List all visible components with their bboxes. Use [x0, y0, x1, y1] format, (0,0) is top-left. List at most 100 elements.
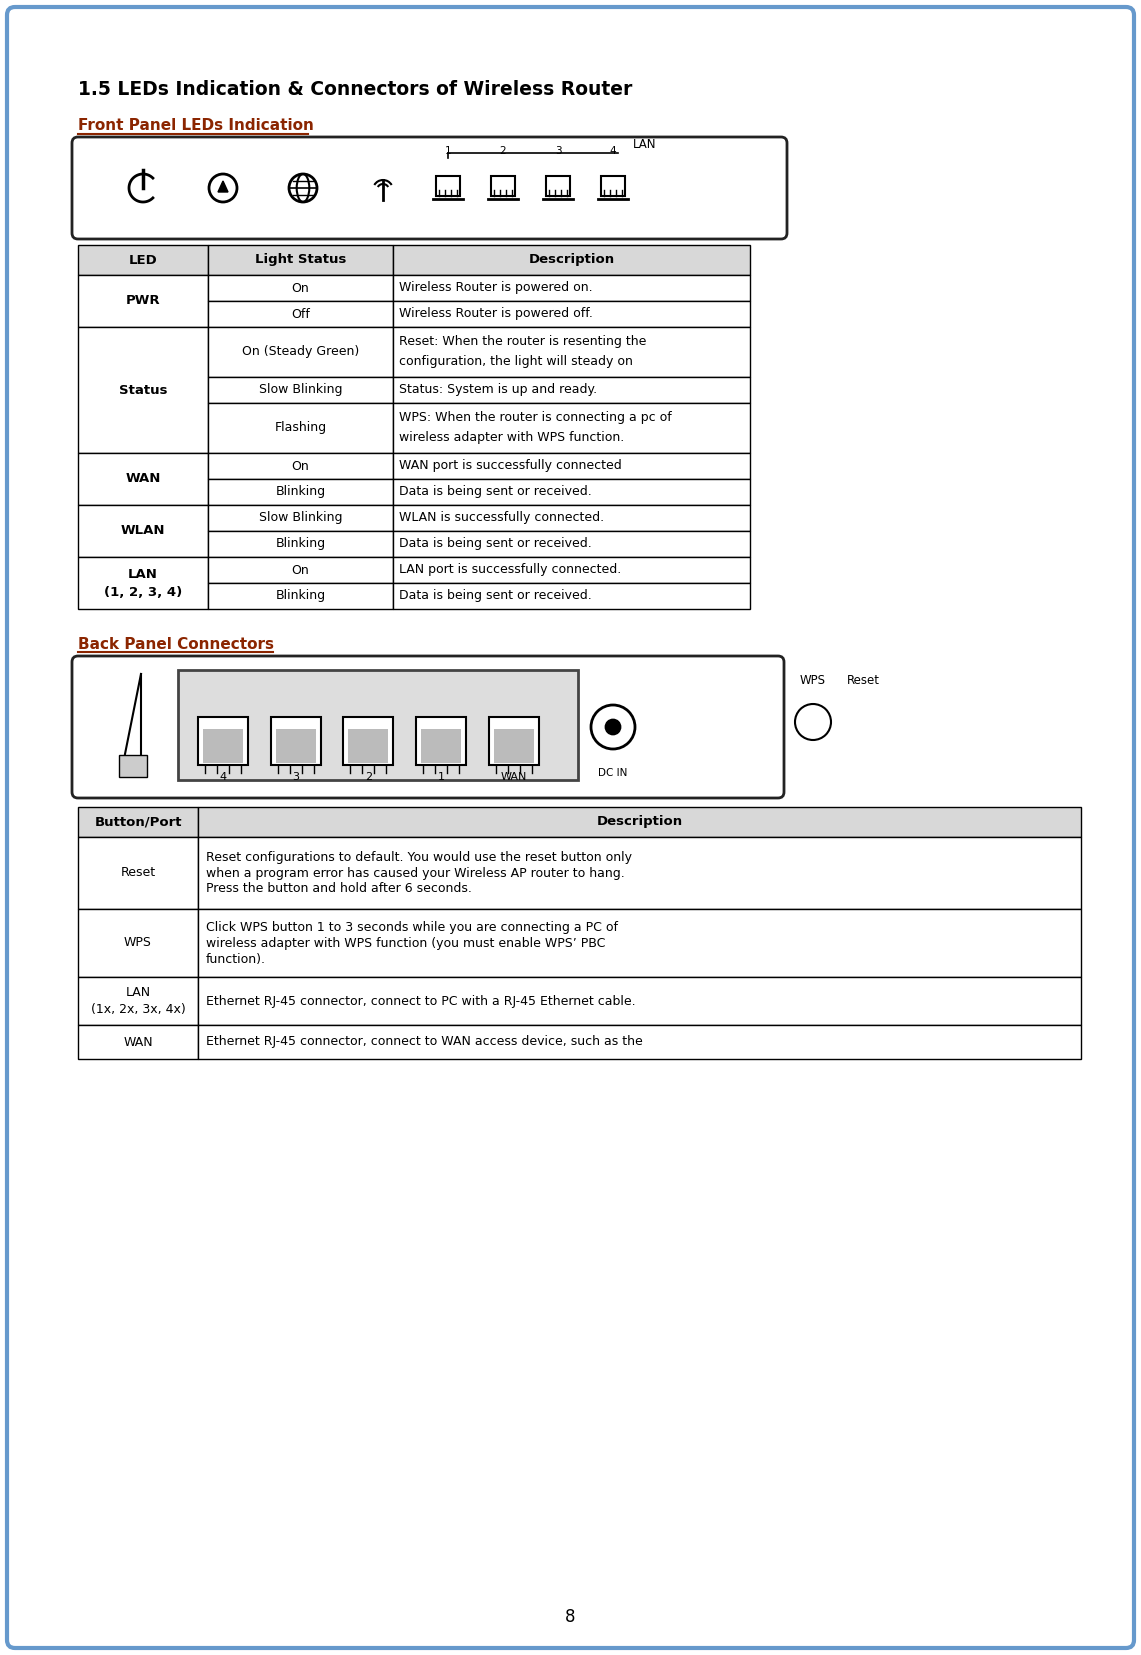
Bar — [208, 328, 393, 377]
Text: 4: 4 — [609, 146, 616, 156]
Bar — [199, 909, 1081, 976]
FancyBboxPatch shape — [72, 137, 787, 238]
Bar — [343, 717, 394, 765]
Bar — [78, 275, 208, 328]
FancyBboxPatch shape — [72, 655, 784, 798]
Text: Blinking: Blinking — [275, 485, 325, 498]
Bar — [208, 377, 393, 404]
Text: Description: Description — [528, 253, 615, 266]
Bar — [416, 717, 467, 765]
Bar — [208, 453, 393, 478]
Text: Ethernet RJ-45 connector, connect to WAN access device, such as the: Ethernet RJ-45 connector, connect to WAN… — [207, 1036, 642, 1049]
Bar — [208, 275, 393, 301]
Text: On (Steady Green): On (Steady Green) — [242, 346, 359, 359]
Text: WPS: When the router is connecting a pc of: WPS: When the router is connecting a pc … — [399, 412, 672, 424]
Bar — [78, 808, 199, 837]
Bar — [199, 837, 1081, 909]
Text: wireless adapter with WPS function.: wireless adapter with WPS function. — [399, 432, 624, 445]
Text: WPS: WPS — [124, 937, 152, 950]
Bar — [270, 717, 321, 765]
Text: Data is being sent or received.: Data is being sent or received. — [399, 538, 592, 551]
Bar — [203, 728, 243, 763]
Bar — [178, 670, 578, 780]
Bar — [393, 478, 750, 505]
Text: Status: Status — [119, 384, 168, 397]
Text: 1: 1 — [445, 146, 452, 156]
Bar — [199, 976, 1081, 1024]
Bar — [393, 505, 750, 531]
Bar — [421, 728, 461, 763]
Text: 1: 1 — [438, 771, 445, 783]
Bar — [208, 558, 393, 583]
Bar — [393, 275, 750, 301]
Bar — [119, 755, 147, 776]
Bar — [436, 175, 460, 195]
Bar — [78, 245, 208, 275]
Text: Status: System is up and ready.: Status: System is up and ready. — [399, 384, 597, 397]
Bar — [494, 728, 534, 763]
FancyBboxPatch shape — [7, 7, 1134, 1648]
Text: Front Panel LEDs Indication: Front Panel LEDs Indication — [78, 118, 314, 132]
Text: 2: 2 — [365, 771, 372, 783]
Text: Wireless Router is powered off.: Wireless Router is powered off. — [399, 308, 593, 321]
Bar — [78, 837, 199, 909]
Bar — [78, 453, 208, 505]
Text: Reset configurations to default. You would use the reset button only: Reset configurations to default. You wou… — [207, 851, 632, 864]
Text: Blinking: Blinking — [275, 538, 325, 551]
Text: LAN: LAN — [128, 568, 157, 581]
Text: function).: function). — [207, 953, 266, 965]
Text: Data is being sent or received.: Data is being sent or received. — [399, 589, 592, 602]
Bar — [78, 1024, 199, 1059]
Text: LAN: LAN — [633, 137, 656, 151]
Text: 2: 2 — [500, 146, 507, 156]
Text: WAN: WAN — [123, 1036, 153, 1049]
Text: Back Panel Connectors: Back Panel Connectors — [78, 637, 274, 652]
Text: 3: 3 — [555, 146, 561, 156]
Text: 1.5 LEDs Indication & Connectors of Wireless Router: 1.5 LEDs Indication & Connectors of Wire… — [78, 79, 632, 99]
Text: DC IN: DC IN — [598, 768, 628, 778]
Bar — [393, 558, 750, 583]
Text: Wireless Router is powered on.: Wireless Router is powered on. — [399, 281, 592, 295]
Text: WAN: WAN — [501, 771, 527, 783]
Bar — [78, 976, 199, 1024]
Text: Data is being sent or received.: Data is being sent or received. — [399, 485, 592, 498]
Text: WLAN is successfully connected.: WLAN is successfully connected. — [399, 511, 604, 525]
Text: Blinking: Blinking — [275, 589, 325, 602]
Text: WPS: WPS — [800, 674, 826, 687]
Bar — [393, 531, 750, 558]
Text: PWR: PWR — [126, 295, 161, 308]
Bar — [208, 478, 393, 505]
Bar — [78, 558, 208, 609]
Bar — [348, 728, 388, 763]
Text: when a program error has caused your Wireless AP router to hang.: when a program error has caused your Wir… — [207, 867, 625, 879]
Bar — [393, 328, 750, 377]
Text: Flashing: Flashing — [275, 422, 326, 435]
Bar — [393, 453, 750, 478]
Polygon shape — [218, 180, 228, 192]
Text: On: On — [292, 460, 309, 472]
Bar — [276, 728, 316, 763]
Text: Slow Blinking: Slow Blinking — [259, 384, 342, 397]
Bar — [488, 717, 539, 765]
Bar — [208, 301, 393, 328]
Text: LED: LED — [129, 253, 157, 266]
Text: Press the button and hold after 6 seconds.: Press the button and hold after 6 second… — [207, 882, 472, 895]
Bar — [547, 175, 570, 195]
Text: LAN port is successfully connected.: LAN port is successfully connected. — [399, 563, 621, 576]
Circle shape — [795, 703, 831, 740]
Bar — [199, 1024, 1081, 1059]
Circle shape — [591, 705, 636, 750]
Bar — [393, 245, 750, 275]
Bar — [393, 301, 750, 328]
Text: (1x, 2x, 3x, 4x): (1x, 2x, 3x, 4x) — [90, 1003, 185, 1016]
Bar — [601, 175, 625, 195]
Text: Slow Blinking: Slow Blinking — [259, 511, 342, 525]
Bar — [208, 404, 393, 453]
Bar — [393, 404, 750, 453]
Text: Reset: Reset — [847, 674, 880, 687]
Text: Light Status: Light Status — [254, 253, 346, 266]
Text: Description: Description — [597, 816, 682, 829]
Text: 4: 4 — [219, 771, 227, 783]
Text: 8: 8 — [565, 1609, 576, 1625]
Bar — [208, 245, 393, 275]
